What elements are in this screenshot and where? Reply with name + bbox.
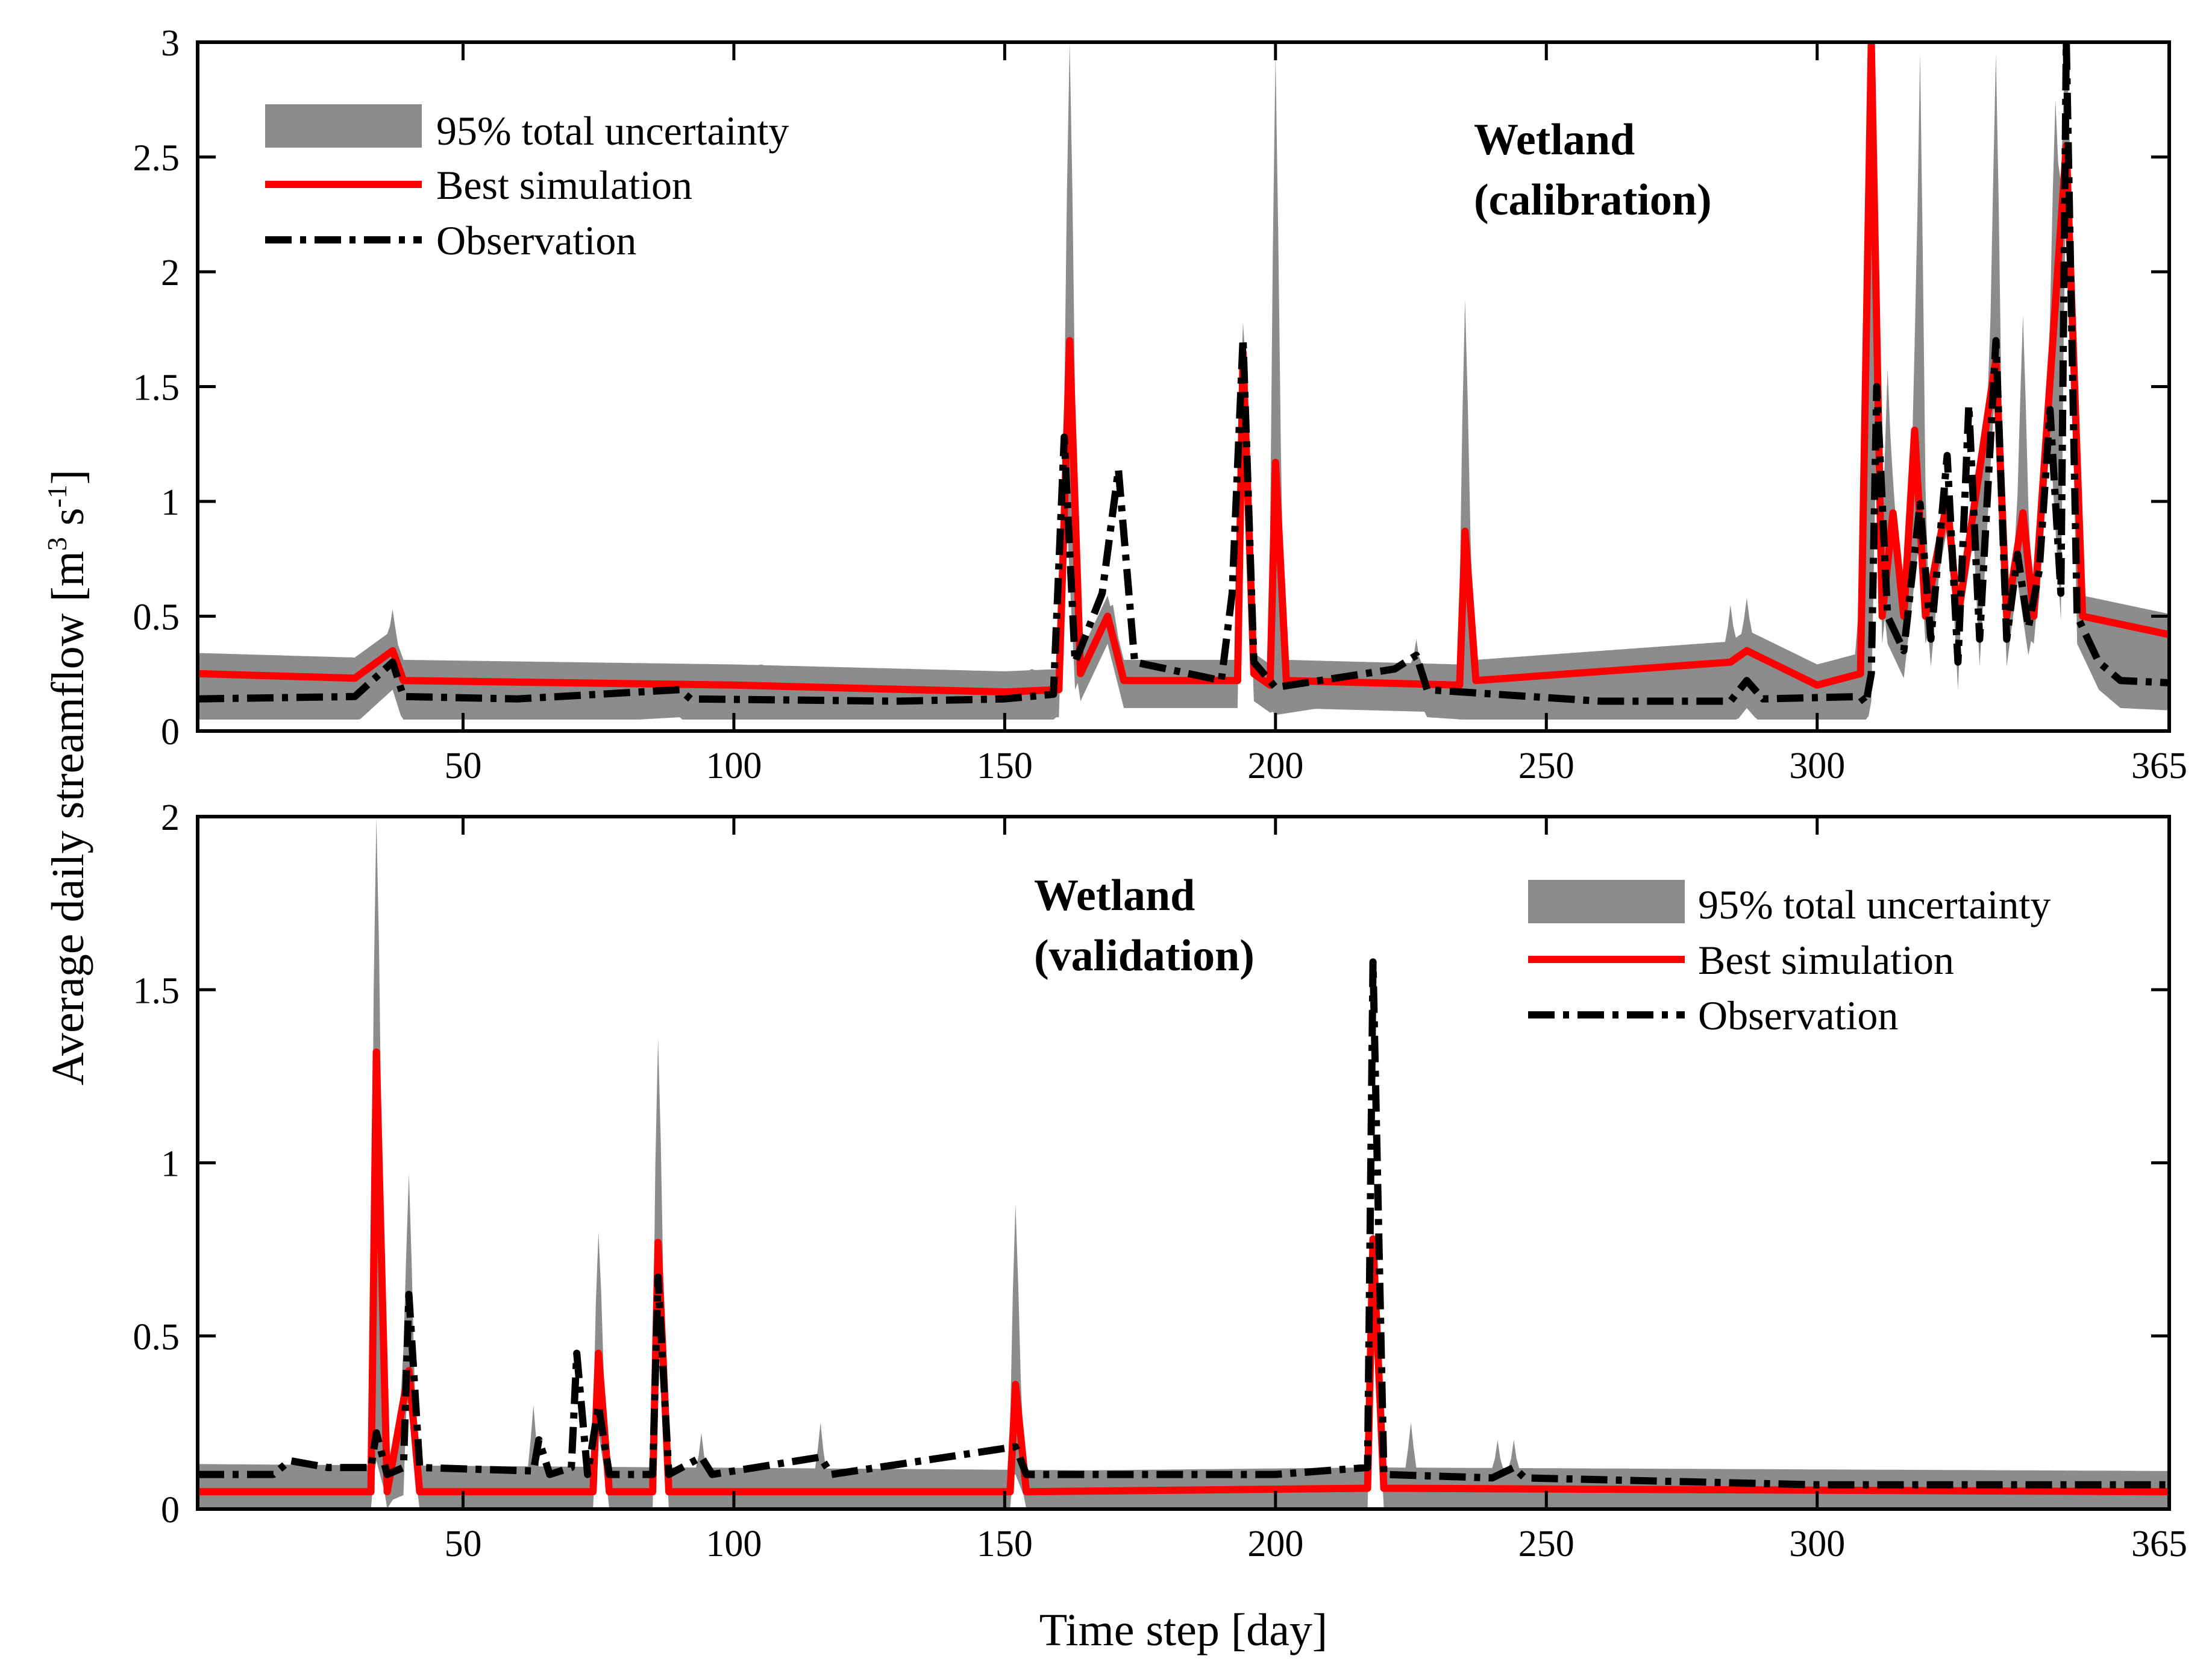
y-tick-label-validation-2: 2: [161, 797, 180, 838]
observation-line-validation: [198, 958, 2169, 1489]
legend-label-best: Best simulation: [1698, 937, 1954, 983]
x-tick-label-calibration-365: 365: [2131, 745, 2187, 786]
best-simulation-line-validation: [198, 1048, 2169, 1496]
y-axis-title-end: ]: [43, 469, 93, 485]
annotation-validation: (validation): [1034, 931, 1255, 981]
x-tick-label-calibration-100: 100: [706, 745, 762, 786]
x-tick-label-validation-150: 150: [977, 1524, 1033, 1564]
legend-swatch-uncertainty: [1528, 880, 1685, 923]
ticks-calibration: 50 100 150 200 250 300 365 0 0.5 1 1.5 2 2.5 3: [133, 23, 2188, 786]
x-tick-label-calibration-150: 150: [977, 745, 1033, 786]
y-tick-label-calibration-2: 2: [161, 253, 180, 293]
legend-label-observation: Observation: [436, 218, 636, 263]
x-tick-label-validation-250: 250: [1518, 1524, 1574, 1564]
x-tick-label-validation-300: 300: [1789, 1524, 1845, 1564]
x-tick-label-calibration-200: 200: [1247, 745, 1303, 786]
y-axis-title: Average daily streamflow [m3 s-1]: [42, 469, 93, 1085]
best-simulation-line-calibration: [198, 42, 2169, 696]
observation-line-calibration: [198, 42, 2169, 708]
x-tick-label-validation-365: 365: [2131, 1524, 2187, 1564]
y-tick-label-calibration-0.5: 0.5: [133, 597, 180, 638]
x-axis-title: Time step [day]: [1039, 1605, 1328, 1655]
y-tick-label-calibration-0: 0: [161, 712, 180, 753]
legend-label-observation: Observation: [1698, 993, 1898, 1038]
x-tick-label-validation-50: 50: [444, 1524, 481, 1564]
y-axis-title-sup2: -1: [42, 485, 72, 507]
legend-calibration: 95% total uncertainty Best simulation Ob…: [265, 104, 789, 263]
annotation-calibration: (calibration): [1474, 175, 1712, 225]
y-tick-label-calibration-1.5: 1.5: [133, 368, 180, 409]
legend-validation: 95% total uncertainty Best simulation Ob…: [1528, 880, 2051, 1038]
ticks-validation: 50 100 150 200 250 300 365 0 0.5 1 1.5 2: [133, 797, 2188, 1564]
y-tick-label-validation-1.5: 1.5: [133, 970, 180, 1011]
panel-validation: 50 100 150 200 250 300 365 0 0.5 1 1.5 2 95% total …: [133, 797, 2188, 1564]
y-axis-title-main: Average daily streamflow [m: [43, 551, 93, 1085]
y-tick-label-validation-1: 1: [161, 1144, 180, 1185]
x-tick-label-validation-200: 200: [1247, 1524, 1303, 1564]
y-tick-label-calibration-1: 1: [161, 482, 180, 523]
panel-calibration: 50 100 150 200 250 300 365 0 0.5 1 1.5 2 2.5 3 95% to…: [133, 23, 2188, 786]
x-tick-label-calibration-300: 300: [1789, 745, 1845, 786]
legend-label-uncertainty: 95% total uncertainty: [1698, 882, 2051, 927]
x-tick-label-calibration-50: 50: [444, 745, 481, 786]
y-axis-title-mid: s: [43, 508, 93, 538]
x-tick-label-calibration-250: 250: [1518, 745, 1574, 786]
legend-swatch-uncertainty: [265, 104, 422, 148]
y-tick-label-validation-0: 0: [161, 1490, 180, 1531]
y-tick-label-calibration-3: 3: [161, 23, 180, 64]
legend-label-best: Best simulation: [436, 162, 692, 208]
x-tick-label-validation-100: 100: [706, 1524, 762, 1564]
legend-label-uncertainty: 95% total uncertainty: [436, 108, 789, 154]
annotation-wetland: Wetland: [1034, 871, 1195, 920]
y-tick-label-calibration-2.5: 2.5: [133, 138, 180, 179]
y-tick-label-validation-0.5: 0.5: [133, 1317, 180, 1358]
annotation-wetland: Wetland: [1474, 115, 1635, 165]
y-axis-title-sup1: 3: [42, 537, 72, 551]
